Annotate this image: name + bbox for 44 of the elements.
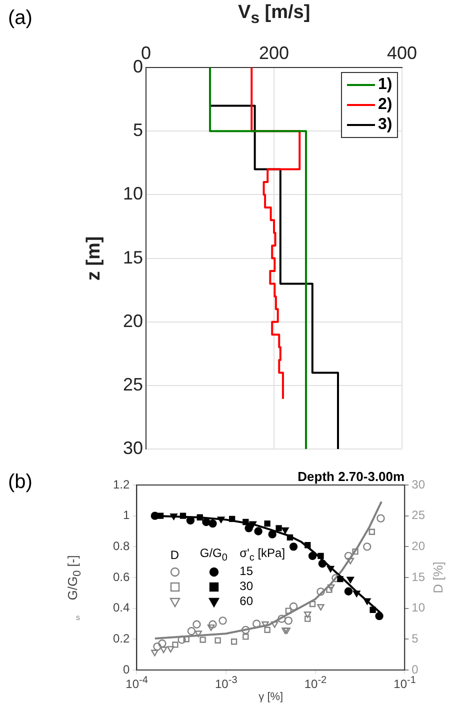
text: (a)	[8, 7, 32, 29]
y2-tick-label: 10	[412, 600, 426, 615]
legend-title: σ'$_{c}$ [kPa]	[240, 546, 286, 564]
y2-tick-label: 30	[412, 477, 426, 492]
y2-tick-label: 20	[412, 538, 426, 553]
x-tick-label: 200	[258, 42, 290, 63]
annotation: G/G$_{0}$	[200, 546, 228, 564]
chart-title: Depth 2.70-3.00m	[298, 469, 405, 484]
y-tick-label: 20	[122, 310, 144, 331]
x-axis-title: V$_{s}$ [m/s]	[238, 2, 310, 27]
annotation: D	[170, 548, 179, 562]
y-tick-label: 10	[122, 184, 144, 204]
x-axis-title: γ [%]	[258, 691, 284, 703]
y2-tick-label: 25	[412, 508, 426, 522]
y-tick-label: 0.2	[112, 631, 130, 646]
legend-label: 15	[240, 564, 254, 578]
y-tick-label: 1	[122, 508, 130, 522]
y-tick-label: 0	[133, 56, 144, 77]
y-tick-label: 30	[122, 438, 144, 458]
text: (b)	[8, 471, 32, 493]
x-tick-label: 10$^{-1}$	[394, 675, 416, 691]
legend-label: 3)	[378, 116, 392, 134]
legend-label: 2)	[378, 96, 392, 114]
legend-label: 1)	[378, 76, 392, 94]
x-tick-label: 10$^{-4}$	[126, 675, 148, 691]
y-tick-label: 5	[133, 120, 144, 140]
x-tick-label: 10$^{-2}$	[304, 675, 327, 691]
y2-tick-label: 15	[412, 570, 426, 584]
y2-tick-label: 0	[412, 662, 419, 676]
y-tick-label: 1.2	[112, 477, 130, 492]
y2-axis-title: D [%]	[430, 562, 446, 594]
y-tick-label: 15	[122, 247, 144, 268]
y-tick-label: 0.4	[112, 600, 130, 615]
text: s	[76, 613, 80, 622]
x-tick-label: 10$^{-3}$	[215, 675, 238, 691]
y2-tick-label: 5	[412, 631, 419, 646]
y-tick-label: 0	[122, 662, 130, 676]
y-tick-label: 0.8	[112, 538, 130, 553]
legend-label: 30	[240, 579, 254, 594]
y-axis-title: z [m]	[84, 236, 105, 280]
legend-label: 60	[240, 594, 254, 608]
y-tick-label: 25	[122, 374, 144, 394]
x-tick-label: 400	[386, 42, 418, 63]
y-tick-label: 0.6	[112, 570, 130, 584]
